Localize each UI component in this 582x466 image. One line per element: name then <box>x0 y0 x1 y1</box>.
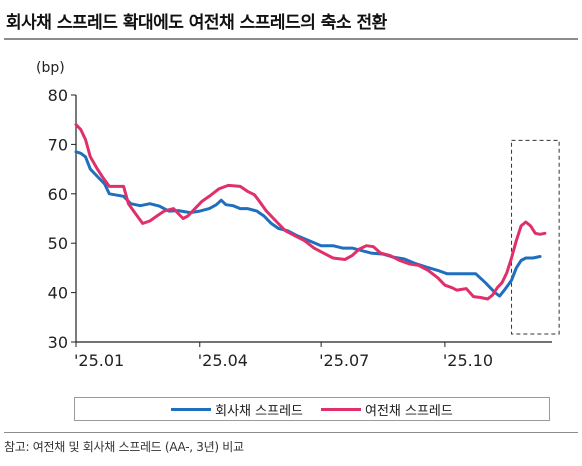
footer-divider <box>4 432 578 433</box>
line-chart: (bp) 30 40 50 60 70 80 '25.01 '25.04 '25.07 '25.10 <box>36 60 560 370</box>
x-tick-label-2: '25.07 <box>319 351 369 370</box>
y-tick-label-30: 30 <box>48 333 68 352</box>
chart-title: 회사채 스프레드 확대에도 여전채 스프레드의 축소 전환 <box>6 13 387 33</box>
legend-swatch-blue <box>171 407 212 411</box>
x-tick-label-1: '25.04 <box>198 351 248 370</box>
series-line-1 <box>74 123 547 301</box>
title-divider <box>4 38 578 40</box>
legend-item-corporate: 회사채 스프레드 <box>171 400 303 419</box>
legend-label-card: 여전채 스프레드 <box>365 403 453 419</box>
legend-swatch-pink <box>321 407 361 411</box>
legend-item-card: 여전채 스프레드 <box>321 400 453 419</box>
x-tick-label-0: '25.01 <box>74 351 124 370</box>
y-tick-label-80: 80 <box>48 86 68 105</box>
x-tick-label-3: '25.10 <box>443 351 493 370</box>
highlight-box <box>511 139 560 335</box>
y-tick-label-60: 60 <box>48 185 68 204</box>
legend-label-corporate: 회사채 스프레드 <box>215 403 303 419</box>
source-note: 참고: 여전채 및 회사채 스프레드 (AA-, 3년) 비교 <box>4 440 244 454</box>
y-tick-label-50: 50 <box>48 234 68 253</box>
y-tick-label-40: 40 <box>48 284 68 303</box>
chart-legend: 회사채 스프레드 여전채 스프레드 <box>74 397 550 421</box>
y-unit-label: (bp) <box>36 60 65 76</box>
y-tick-label-70: 70 <box>48 135 68 154</box>
